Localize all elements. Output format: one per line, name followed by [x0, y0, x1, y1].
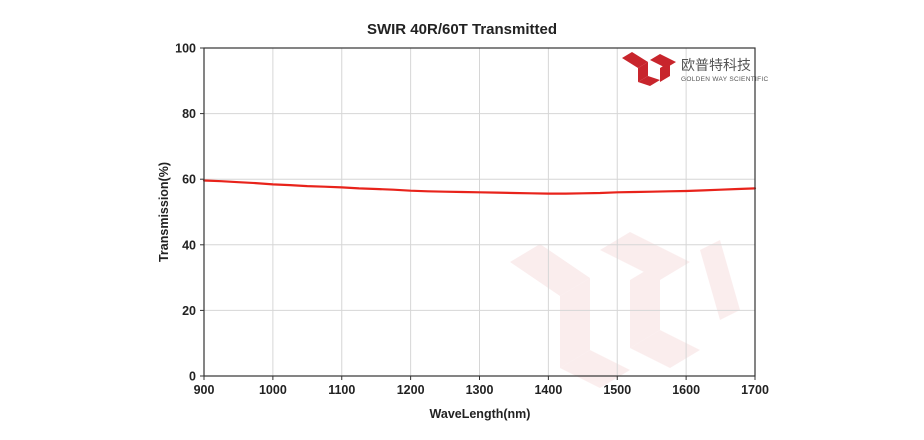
- x-tick-label: 1100: [328, 383, 355, 397]
- x-tick-label: 900: [194, 383, 215, 397]
- x-tick-label: 1700: [741, 383, 769, 397]
- x-tick-label: 1400: [534, 383, 562, 397]
- x-tick-labels: 900 1000 1100 1200 1300 1400 1500 1600 1700: [194, 376, 769, 397]
- company-logo: 欧普特科技 GOLDEN WAY SCIENTIFIC: [622, 52, 768, 86]
- x-tick-label: 1000: [259, 383, 287, 397]
- logo-english-name: GOLDEN WAY SCIENTIFIC: [681, 76, 768, 83]
- chart-title: SWIR 40R/60T Transmitted: [367, 21, 557, 38]
- y-tick-label: 40: [182, 238, 196, 252]
- x-tick-label: 1200: [397, 383, 425, 397]
- x-tick-label: 1500: [603, 383, 631, 397]
- y-tick-label: 80: [182, 107, 196, 121]
- y-tick-label: 100: [175, 42, 196, 56]
- watermark-logo: [510, 232, 740, 388]
- transmission-series-line: [202, 179, 757, 195]
- y-tick-label: 20: [182, 304, 196, 318]
- y-tick-label: 0: [189, 370, 196, 384]
- logo-chinese-name: 欧普特科技: [681, 58, 751, 74]
- x-tick-label: 1600: [672, 383, 700, 397]
- series-group: [202, 179, 757, 195]
- x-tick-label: 1300: [466, 383, 494, 397]
- grid: [203, 47, 756, 377]
- x-axis-title: WaveLength(nm): [430, 407, 531, 421]
- plot-frame: [203, 47, 756, 377]
- y-tick-labels: 0 20 40 60 80 100: [175, 42, 204, 384]
- y-axis-title: Transmission(%): [157, 162, 171, 262]
- y-tick-label: 60: [182, 173, 196, 187]
- logo-mark: [622, 52, 676, 86]
